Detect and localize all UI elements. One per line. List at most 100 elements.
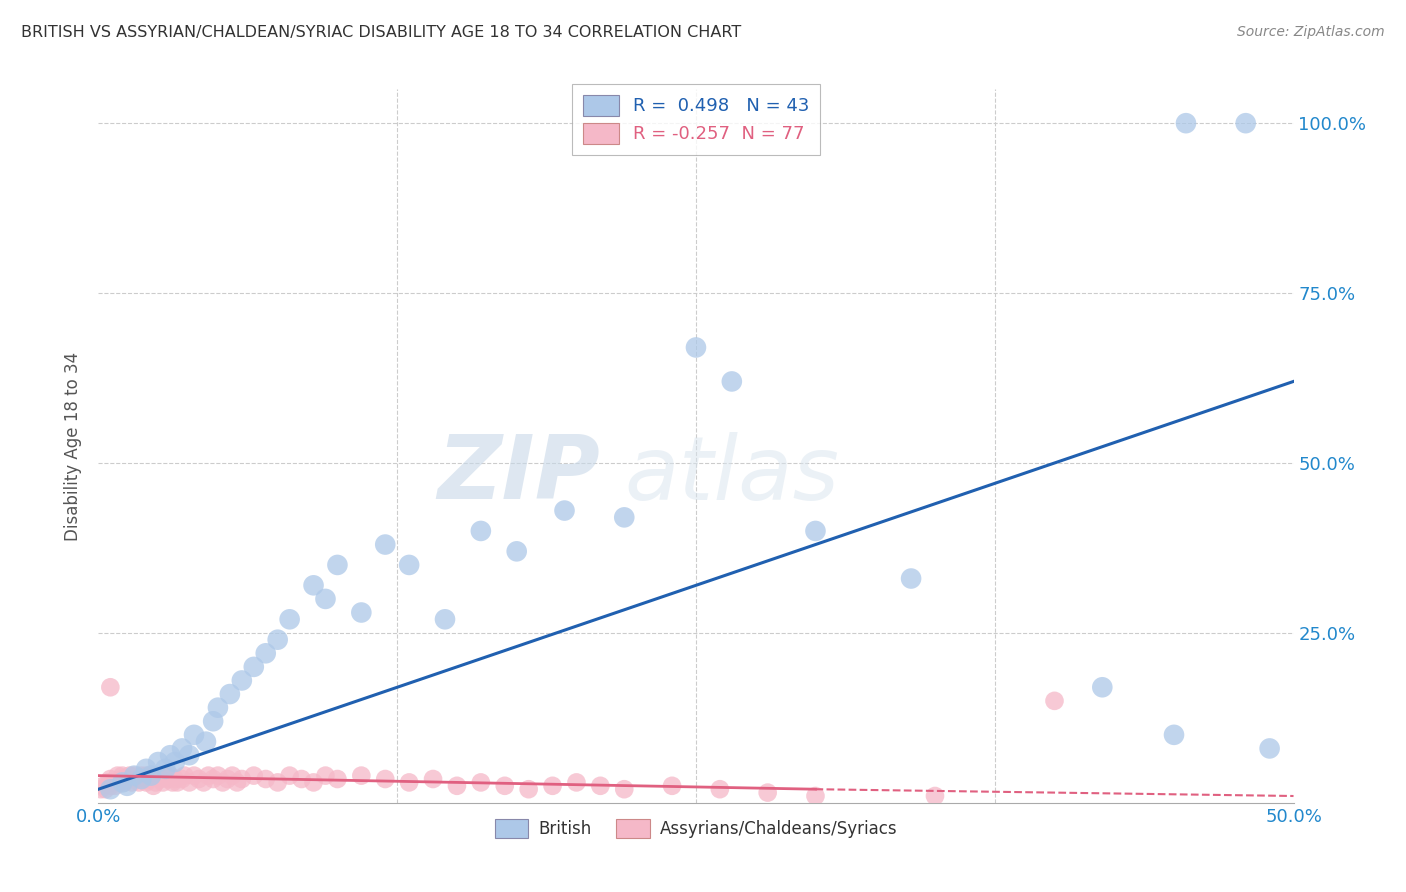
Point — [374, 537, 396, 551]
Point — [721, 375, 744, 389]
Point — [254, 772, 277, 786]
Point — [162, 775, 184, 789]
Point — [155, 769, 177, 783]
Point — [226, 775, 249, 789]
Point — [804, 524, 827, 538]
Point — [172, 741, 194, 756]
Point — [114, 775, 136, 789]
Point — [243, 660, 266, 674]
Point — [589, 779, 612, 793]
Point — [163, 755, 186, 769]
Point — [1043, 694, 1066, 708]
Point — [470, 524, 492, 538]
Point — [470, 775, 492, 789]
Point — [118, 769, 141, 783]
Point — [685, 341, 707, 355]
Point — [107, 769, 129, 783]
Point — [291, 772, 314, 786]
Point — [101, 775, 124, 789]
Point — [1163, 728, 1185, 742]
Point — [434, 612, 457, 626]
Point — [149, 772, 172, 786]
Point — [91, 779, 114, 793]
Point — [422, 772, 444, 786]
Point — [104, 779, 127, 793]
Point — [195, 734, 218, 748]
Point — [111, 775, 134, 789]
Point — [135, 769, 157, 783]
Point — [613, 782, 636, 797]
Point — [98, 779, 122, 793]
Point — [278, 769, 301, 783]
Point — [108, 775, 131, 789]
Point — [243, 769, 266, 783]
Point — [124, 769, 146, 783]
Point — [163, 772, 186, 786]
Point — [1234, 116, 1257, 130]
Point — [132, 772, 155, 786]
Point — [94, 782, 117, 797]
Point — [207, 700, 229, 714]
Legend: British, Assyrians/Chaldeans/Syriacs: British, Assyrians/Chaldeans/Syriacs — [488, 812, 904, 845]
Point — [278, 612, 301, 626]
Point — [148, 755, 170, 769]
Point — [111, 769, 134, 783]
Point — [231, 772, 253, 786]
Point — [131, 772, 153, 786]
Point — [554, 503, 576, 517]
Y-axis label: Disability Age 18 to 34: Disability Age 18 to 34 — [65, 351, 83, 541]
Point — [125, 772, 148, 786]
Point — [166, 775, 188, 789]
Point — [183, 728, 205, 742]
Point — [124, 769, 146, 783]
Point — [156, 772, 179, 786]
Point — [900, 572, 922, 586]
Point — [326, 558, 349, 572]
Point — [494, 779, 516, 793]
Point — [179, 775, 201, 789]
Point — [138, 772, 160, 786]
Point — [398, 775, 420, 789]
Point — [217, 772, 239, 786]
Point — [326, 772, 349, 786]
Point — [152, 775, 174, 789]
Text: ZIP: ZIP — [437, 431, 600, 518]
Point — [98, 782, 122, 797]
Point — [1175, 116, 1198, 130]
Point — [202, 714, 225, 729]
Point — [302, 775, 325, 789]
Point — [159, 748, 181, 763]
Point — [1258, 741, 1281, 756]
Point — [211, 775, 233, 789]
Text: BRITISH VS ASSYRIAN/CHALDEAN/SYRIAC DISABILITY AGE 18 TO 34 CORRELATION CHART: BRITISH VS ASSYRIAN/CHALDEAN/SYRIAC DISA… — [21, 25, 741, 40]
Point — [517, 782, 540, 797]
Point — [541, 779, 564, 793]
Point — [756, 786, 779, 800]
Point — [98, 772, 122, 786]
Point — [142, 779, 165, 793]
Point — [115, 772, 138, 786]
Point — [111, 772, 134, 786]
Point — [315, 769, 337, 783]
Point — [565, 775, 588, 789]
Point — [183, 769, 205, 783]
Point — [90, 782, 112, 797]
Point — [221, 769, 243, 783]
Point — [135, 762, 157, 776]
Point — [219, 687, 242, 701]
Point — [148, 769, 170, 783]
Point — [145, 775, 167, 789]
Point — [315, 591, 337, 606]
Point — [350, 769, 373, 783]
Point — [139, 769, 162, 783]
Point — [172, 772, 194, 786]
Point — [267, 775, 290, 789]
Point — [173, 769, 195, 783]
Point — [302, 578, 325, 592]
Text: Source: ZipAtlas.com: Source: ZipAtlas.com — [1237, 25, 1385, 39]
Point — [128, 775, 150, 789]
Point — [506, 544, 529, 558]
Point — [661, 779, 683, 793]
Point — [187, 772, 209, 786]
Point — [398, 558, 420, 572]
